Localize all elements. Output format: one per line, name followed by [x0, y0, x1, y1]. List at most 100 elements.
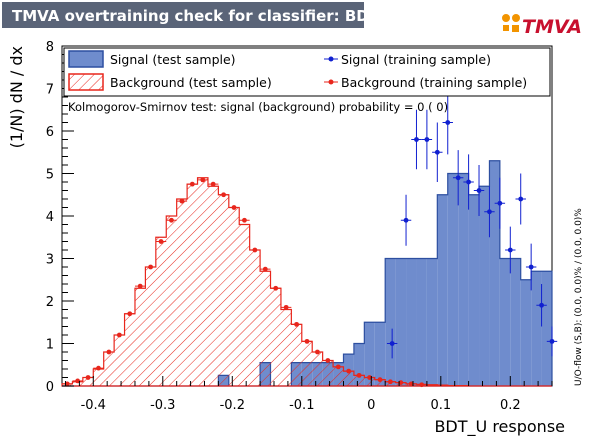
background-train-point [325, 358, 331, 363]
background-test-bar [197, 177, 208, 386]
background-train-point [408, 381, 414, 387]
signal-train-point [403, 217, 409, 223]
y-tick-label: 6 [46, 125, 54, 140]
background-train-point [262, 266, 268, 272]
background-train-point [85, 375, 91, 380]
background-test-bar [312, 352, 323, 386]
background-test-bar [364, 377, 375, 386]
signal-test-bar [437, 194, 448, 386]
background-test-bar [301, 341, 313, 386]
background-train-point [273, 285, 279, 291]
background-test-bar [82, 377, 94, 386]
signal-train-point [549, 338, 555, 344]
signal-train-point [389, 341, 395, 346]
y-tick-label: 2 [46, 295, 54, 310]
signal-train-point [466, 179, 471, 185]
background-test-bar [114, 335, 125, 386]
y-tick-label: 7 [46, 83, 54, 98]
signal-test-bar [385, 258, 396, 386]
background-test-bar [93, 369, 104, 386]
y-axis-label: (1/N) dN / dx [7, 46, 26, 148]
background-train-point [106, 349, 112, 355]
legend-swatch-background-test [68, 73, 104, 91]
background-test-bar [353, 375, 365, 386]
histogram-layer [61, 160, 553, 387]
legend-label-background-train: Background (training sample) [341, 75, 527, 90]
y-tick-label: 4 [46, 210, 54, 225]
background-test-bar [72, 381, 83, 386]
background-test-bar [343, 371, 354, 386]
y-tick-label: 1 [46, 338, 54, 353]
background-train-point [283, 304, 289, 310]
background-train-point [210, 181, 216, 187]
x-tick-label: -0.3 [150, 398, 175, 413]
legend-label-background-test: Background (test sample) [110, 75, 272, 90]
background-train-point [189, 181, 195, 187]
signal-test-bar [406, 258, 417, 386]
background-test-bar [322, 360, 334, 386]
background-train-point [179, 198, 185, 204]
background-train-point [221, 192, 226, 198]
signal-test-bar [531, 271, 542, 386]
background-test-bar [103, 352, 115, 386]
legend: Signal (test sample) Background (test sa… [63, 47, 551, 97]
background-test-bar [176, 199, 188, 386]
x-tick-label: 0.1 [430, 398, 451, 413]
signal-train-point [497, 200, 503, 206]
signal-test-bar [447, 173, 459, 386]
background-train-point [377, 377, 383, 383]
signal-train-point [414, 137, 419, 142]
signal-test-bar [520, 279, 532, 386]
background-train-point [356, 372, 362, 378]
axis-layer: -0.4 -0.3 -0.2 -0.1 0 0.1 0.2 0 1 2 3 4 5 6 7 8 [46, 40, 553, 413]
x-tick-label: 0 [367, 398, 375, 413]
signal-train-point [528, 264, 534, 270]
background-train-point [148, 264, 154, 270]
background-train-point [158, 239, 164, 244]
background-train-point [398, 380, 404, 385]
signal-train-point [507, 247, 513, 253]
x-tick-label: -0.1 [289, 398, 314, 413]
y-tick-label: 0 [46, 380, 54, 395]
background-train-point [169, 217, 174, 223]
background-test-bar [228, 207, 240, 386]
background-test-bar [291, 324, 302, 386]
background-train-point [200, 177, 206, 183]
background-train-point [304, 338, 310, 344]
background-train-point [294, 321, 299, 327]
tmva-logo: TMVA [502, 14, 582, 38]
signal-test-bar [489, 160, 500, 386]
y-tick-label: 5 [46, 168, 54, 183]
signal-test-bar [541, 271, 552, 386]
signal-train-point [424, 137, 430, 142]
signal-test-bar [458, 173, 469, 386]
background-test-bar [426, 384, 438, 386]
background-test-bar [124, 313, 135, 386]
y-tick-label: 3 [46, 253, 54, 268]
background-train-point [367, 375, 372, 380]
background-test-bar [134, 288, 146, 386]
signal-train-point [476, 188, 482, 193]
background-train-point [242, 217, 247, 223]
background-test-bar [260, 271, 271, 386]
background-test-bar [333, 366, 344, 386]
background-train-point [231, 205, 237, 210]
background-test-bar [239, 224, 250, 386]
signal-train-point [518, 196, 524, 202]
background-test-bar [166, 216, 177, 386]
x-tick-label: -0.4 [81, 398, 106, 413]
background-test-bar [374, 379, 386, 386]
x-tick-label: -0.2 [220, 398, 245, 413]
background-train-point [127, 311, 133, 317]
legend-label-signal-test: Signal (test sample) [110, 52, 236, 67]
background-train-point [137, 283, 143, 289]
signal-test-bar [468, 194, 480, 386]
background-test-bar [187, 184, 198, 386]
background-test-bar [207, 186, 219, 386]
title-banner [2, 2, 364, 28]
marker-layer [62, 90, 558, 388]
background-train-point [419, 382, 425, 388]
signal-test-bar [395, 258, 407, 386]
tmva-logo-text: TMVA [522, 16, 582, 38]
background-train-point [96, 365, 101, 371]
